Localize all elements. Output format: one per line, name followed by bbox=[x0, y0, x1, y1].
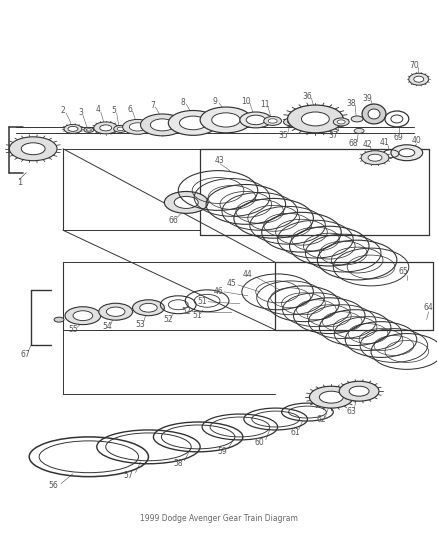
Text: 54: 54 bbox=[103, 322, 113, 331]
Text: 9: 9 bbox=[212, 96, 217, 106]
Text: 1: 1 bbox=[17, 178, 22, 187]
Ellipse shape bbox=[180, 116, 207, 130]
Ellipse shape bbox=[268, 119, 277, 123]
Ellipse shape bbox=[409, 73, 429, 85]
Ellipse shape bbox=[133, 300, 164, 316]
Text: 70: 70 bbox=[409, 61, 419, 70]
Ellipse shape bbox=[86, 128, 91, 131]
Ellipse shape bbox=[414, 76, 424, 82]
Ellipse shape bbox=[174, 196, 198, 208]
Ellipse shape bbox=[212, 113, 240, 127]
Ellipse shape bbox=[100, 125, 112, 131]
Ellipse shape bbox=[150, 119, 174, 131]
Ellipse shape bbox=[240, 112, 272, 128]
Ellipse shape bbox=[319, 391, 343, 403]
Ellipse shape bbox=[362, 104, 386, 124]
Ellipse shape bbox=[54, 317, 64, 322]
Ellipse shape bbox=[141, 114, 184, 136]
Text: 56: 56 bbox=[48, 481, 58, 490]
Text: 51: 51 bbox=[197, 297, 207, 306]
Text: 8: 8 bbox=[181, 98, 186, 107]
Ellipse shape bbox=[68, 126, 78, 131]
Text: 7: 7 bbox=[150, 101, 155, 109]
Text: 45: 45 bbox=[227, 279, 237, 288]
Ellipse shape bbox=[288, 120, 296, 124]
Ellipse shape bbox=[361, 151, 389, 165]
Text: 53: 53 bbox=[136, 320, 145, 329]
Ellipse shape bbox=[368, 109, 380, 119]
Text: 37: 37 bbox=[328, 131, 338, 140]
Ellipse shape bbox=[333, 118, 349, 126]
Ellipse shape bbox=[309, 386, 353, 408]
Ellipse shape bbox=[301, 112, 329, 126]
Text: 65: 65 bbox=[399, 268, 409, 277]
Ellipse shape bbox=[351, 116, 363, 122]
Text: 43: 43 bbox=[215, 156, 225, 165]
Ellipse shape bbox=[99, 303, 133, 320]
Ellipse shape bbox=[354, 128, 364, 133]
Text: 3: 3 bbox=[78, 109, 83, 117]
Ellipse shape bbox=[339, 381, 379, 401]
Text: 64: 64 bbox=[424, 303, 434, 312]
Ellipse shape bbox=[288, 105, 343, 133]
Ellipse shape bbox=[140, 303, 157, 312]
Ellipse shape bbox=[123, 119, 152, 134]
Ellipse shape bbox=[9, 137, 57, 160]
Text: 4: 4 bbox=[95, 106, 100, 115]
Text: 61: 61 bbox=[291, 429, 300, 438]
Text: 38: 38 bbox=[346, 99, 356, 108]
Text: 55: 55 bbox=[68, 325, 78, 334]
Text: 46: 46 bbox=[213, 287, 223, 296]
Text: 5: 5 bbox=[111, 107, 116, 116]
Text: 42: 42 bbox=[362, 140, 372, 149]
Ellipse shape bbox=[337, 120, 345, 124]
Text: 69: 69 bbox=[394, 133, 404, 142]
Text: 10: 10 bbox=[241, 96, 251, 106]
Text: 11: 11 bbox=[260, 100, 269, 109]
Text: 67: 67 bbox=[20, 350, 30, 359]
Ellipse shape bbox=[94, 122, 118, 134]
Text: 60: 60 bbox=[255, 438, 265, 447]
Text: 68: 68 bbox=[348, 139, 358, 148]
Text: 51: 51 bbox=[192, 311, 202, 320]
Text: 58: 58 bbox=[173, 459, 183, 469]
Text: 2: 2 bbox=[60, 107, 65, 116]
Text: 62: 62 bbox=[317, 415, 326, 424]
Ellipse shape bbox=[168, 110, 218, 135]
Ellipse shape bbox=[391, 145, 423, 160]
Text: 36: 36 bbox=[303, 92, 312, 101]
Ellipse shape bbox=[200, 107, 252, 133]
Text: 52: 52 bbox=[163, 315, 173, 324]
Ellipse shape bbox=[399, 149, 415, 157]
Text: 63: 63 bbox=[346, 407, 356, 416]
Ellipse shape bbox=[164, 191, 208, 213]
Text: 57: 57 bbox=[124, 471, 134, 480]
Ellipse shape bbox=[106, 307, 125, 317]
Ellipse shape bbox=[117, 127, 124, 131]
Ellipse shape bbox=[349, 386, 369, 396]
Ellipse shape bbox=[129, 123, 146, 131]
Text: 35: 35 bbox=[279, 131, 289, 140]
Ellipse shape bbox=[64, 124, 82, 133]
Ellipse shape bbox=[73, 311, 93, 321]
Text: 41: 41 bbox=[379, 138, 389, 147]
Text: 52: 52 bbox=[181, 307, 191, 316]
Text: 44: 44 bbox=[243, 270, 253, 279]
Ellipse shape bbox=[21, 143, 45, 155]
Text: 59: 59 bbox=[217, 447, 227, 456]
Ellipse shape bbox=[246, 115, 265, 125]
Ellipse shape bbox=[264, 116, 282, 125]
Ellipse shape bbox=[84, 127, 94, 132]
Ellipse shape bbox=[368, 154, 382, 161]
Text: 40: 40 bbox=[412, 136, 422, 146]
Text: 66: 66 bbox=[169, 216, 178, 225]
Ellipse shape bbox=[65, 307, 101, 325]
Text: 1999 Dodge Avenger Gear Train Diagram: 1999 Dodge Avenger Gear Train Diagram bbox=[140, 514, 298, 523]
Ellipse shape bbox=[114, 125, 127, 132]
Ellipse shape bbox=[283, 118, 300, 126]
Text: 6: 6 bbox=[127, 104, 132, 114]
Text: 39: 39 bbox=[362, 94, 372, 102]
